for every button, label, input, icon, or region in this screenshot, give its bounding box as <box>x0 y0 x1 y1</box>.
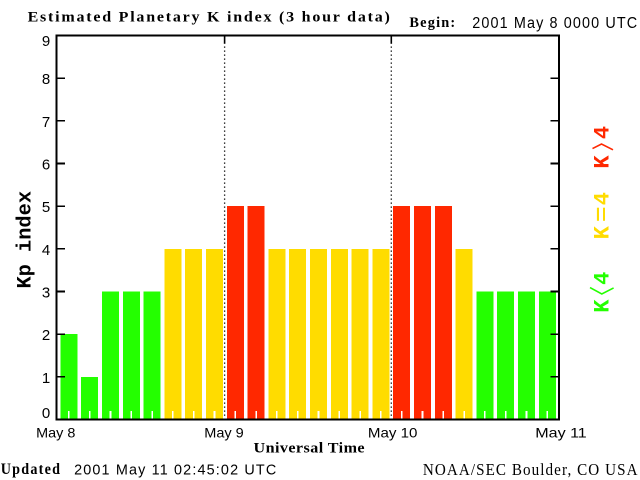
svg-text:6: 6 <box>42 157 50 174</box>
svg-text:K: K <box>591 299 616 313</box>
svg-text:NOAA/SEC Boulder, CO USA: NOAA/SEC Boulder, CO USA <box>423 460 639 479</box>
svg-text:8: 8 <box>42 71 50 88</box>
svg-text:5: 5 <box>42 199 50 216</box>
svg-text:2001 May 11 02:45:02 UTC: 2001 May 11 02:45:02 UTC <box>74 462 277 479</box>
svg-text:Updated: Updated <box>1 461 62 478</box>
svg-text:K: K <box>591 155 616 169</box>
svg-text:K: K <box>591 225 616 239</box>
svg-text:9: 9 <box>42 33 50 50</box>
svg-text:2001 May 8 0000 UTC: 2001 May 8 0000 UTC <box>472 15 638 32</box>
svg-text:4: 4 <box>42 242 50 259</box>
svg-text:May 9: May 9 <box>204 425 244 441</box>
svg-text:Kp index: Kp index <box>15 191 38 289</box>
svg-text:May 11: May 11 <box>535 425 587 441</box>
svg-text:4: 4 <box>591 126 616 139</box>
svg-text:1: 1 <box>42 370 50 387</box>
svg-text:Universal Time: Universal Time <box>254 440 366 456</box>
svg-text:7: 7 <box>42 114 50 131</box>
svg-text:Begin:: Begin: <box>409 15 456 31</box>
svg-text:3: 3 <box>42 285 50 302</box>
svg-text:2: 2 <box>42 327 50 344</box>
svg-text:Estimated Planetary K index (3: Estimated Planetary K index (3 hour data… <box>28 10 392 26</box>
svg-text:4: 4 <box>591 192 616 205</box>
svg-text:0: 0 <box>42 405 50 422</box>
svg-text:May 8: May 8 <box>36 425 75 441</box>
svg-text:4: 4 <box>591 272 616 285</box>
svg-text:May 10: May 10 <box>368 425 418 441</box>
